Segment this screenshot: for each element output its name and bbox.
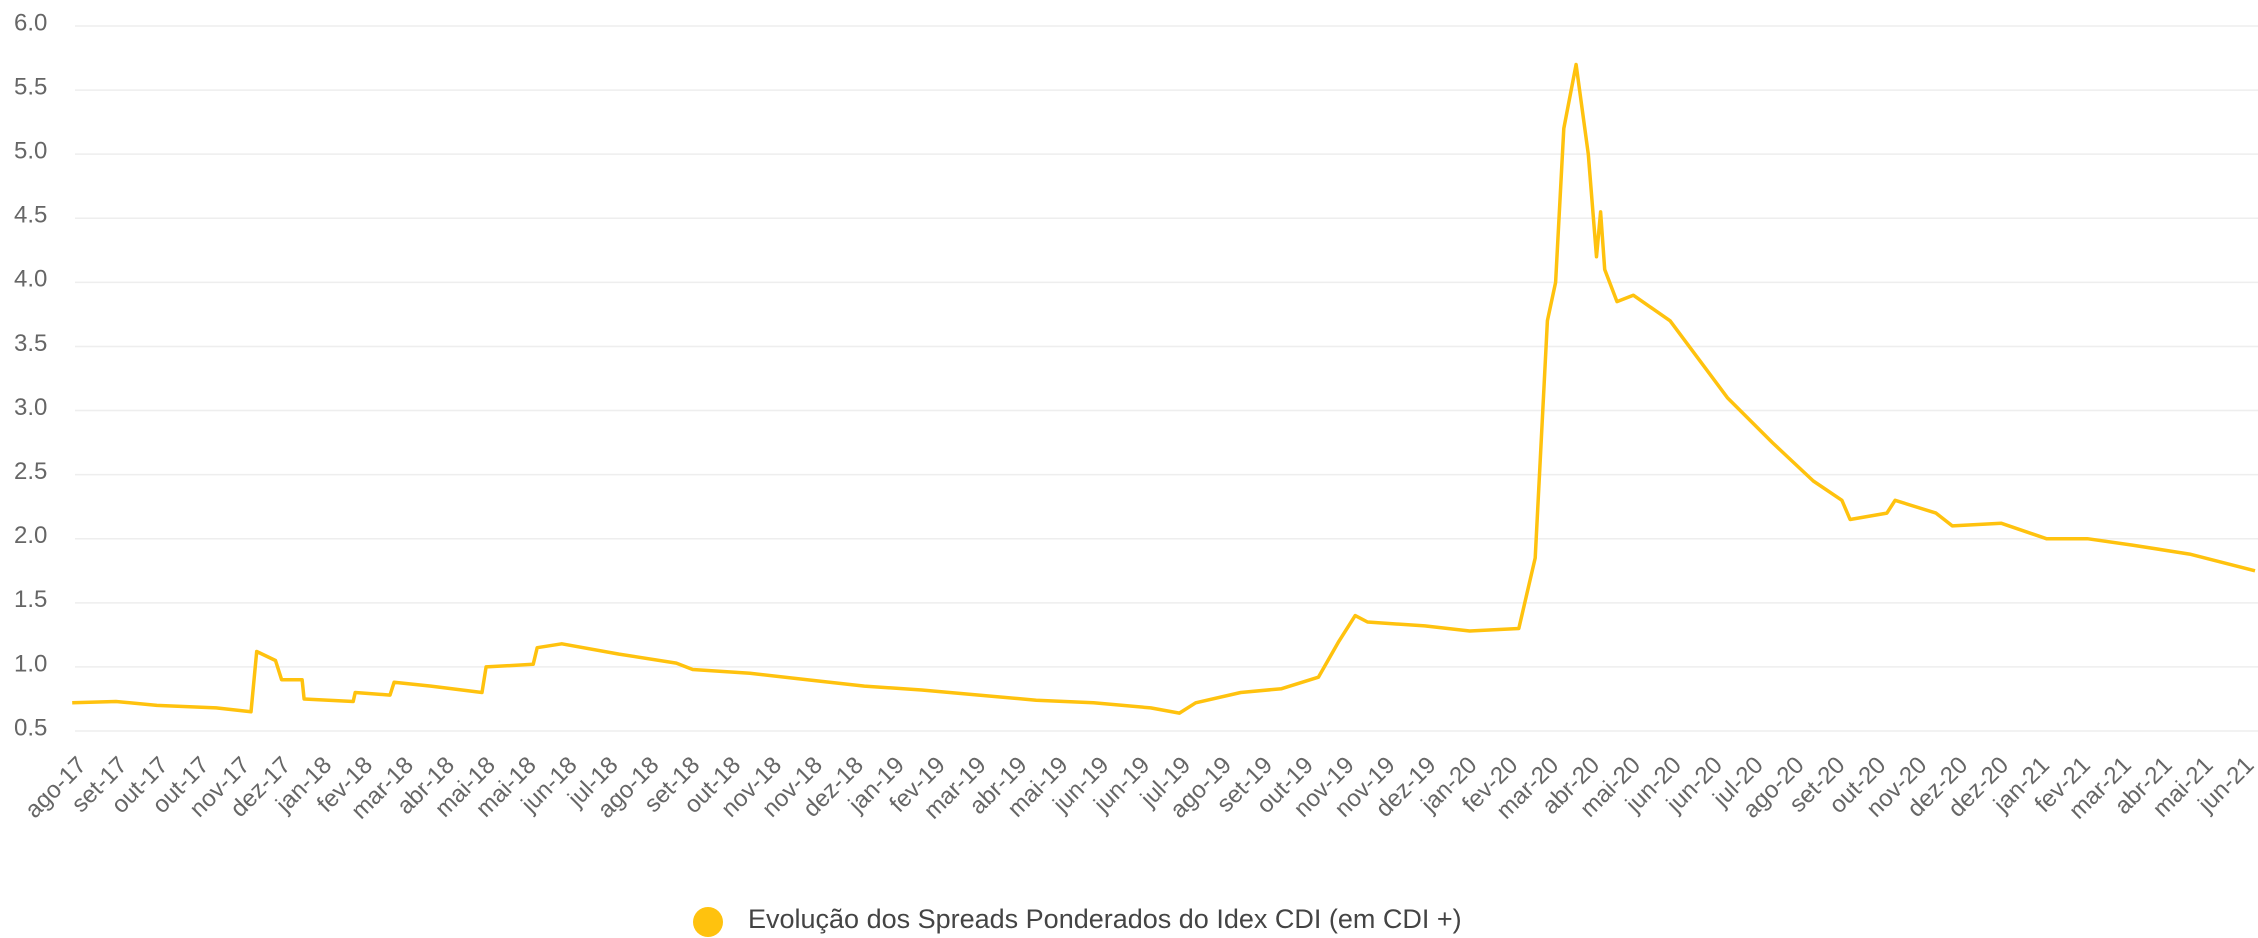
y-tick-label: 4.5 [14, 202, 47, 229]
legend-label: Evolução dos Spreads Ponderados do Idex … [748, 904, 1462, 934]
y-tick-label: 3.0 [14, 394, 47, 421]
y-tick-label: 4.0 [14, 266, 47, 293]
legend-marker [693, 907, 723, 937]
data-line [72, 62, 2256, 715]
y-tick-label: 0.5 [14, 714, 47, 741]
y-tick-label: 5.0 [14, 138, 47, 165]
y-tick-label: 3.5 [14, 330, 47, 357]
y-tick-label: 1.5 [14, 586, 47, 613]
y-tick-label: 1.0 [14, 650, 47, 677]
y-tick-label: 2.5 [14, 458, 47, 485]
y-tick-label: 6.0 [14, 9, 47, 36]
y-tick-label: 2.0 [14, 522, 47, 549]
y-tick-label: 5.5 [14, 73, 47, 100]
